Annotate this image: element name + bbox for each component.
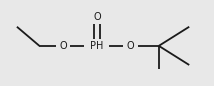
Text: O: O — [93, 12, 101, 22]
Text: O: O — [59, 41, 67, 51]
Text: PH: PH — [90, 41, 104, 51]
Text: O: O — [127, 41, 134, 51]
